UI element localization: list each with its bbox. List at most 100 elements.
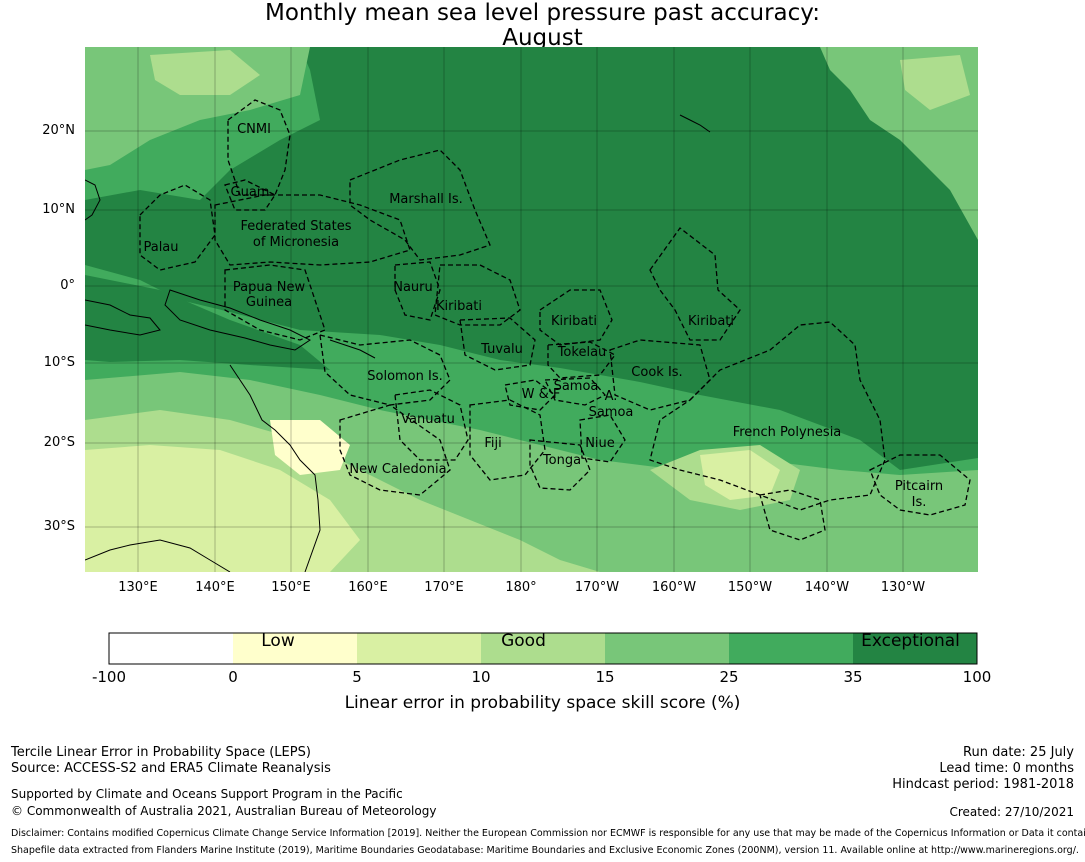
eez-boundaries	[139, 99, 971, 541]
label-palau: Palau	[143, 240, 178, 255]
eez-wallis-futuna	[504, 379, 556, 411]
label-tuvalu: Tuvalu	[480, 342, 523, 357]
eez-solomon	[319, 334, 451, 406]
eez-niue	[579, 414, 626, 463]
footer-hindcast: Hindcast period: 1981-2018	[892, 777, 1074, 792]
label-png-2: Guinea	[246, 295, 292, 310]
colorbar-tick-0: 0	[228, 668, 238, 686]
eez-tokelau	[547, 341, 616, 379]
label-vanuatu: Vanuatu	[401, 412, 455, 427]
lon-label-130w: 130°W	[880, 580, 926, 595]
colorbar-axis-label: Linear error in probability space skill …	[344, 693, 741, 713]
colorbar-tick-35: 35	[843, 668, 863, 686]
eez-kiribati-east	[649, 227, 741, 341]
label-niue: Niue	[585, 436, 615, 451]
zone-0-5-australia	[270, 420, 350, 475]
lat-label-0: 0°	[60, 278, 75, 293]
lon-label-150e: 150°E	[271, 580, 311, 595]
label-cook: Cook Is.	[631, 365, 682, 380]
label-cnmi: CNMI	[237, 122, 271, 137]
region-labels: CNMI Guam Palau Federated States of Micr…	[143, 122, 943, 510]
eez-fiji	[469, 399, 546, 481]
eez-pitcairn	[869, 454, 971, 516]
label-french-polynesia: French Polynesia	[733, 425, 842, 440]
skill-field: CNMI Guam Palau Federated States of Micr…	[85, 47, 978, 572]
zone-5-10-sw	[85, 445, 360, 572]
lon-label-150w: 150°W	[727, 580, 773, 595]
colorbar-segment-25-35	[729, 633, 853, 664]
lon-label-180: 180°	[505, 580, 537, 595]
label-nauru: Nauru	[393, 280, 433, 295]
colorbar-outline	[108, 632, 978, 665]
eez-french-polynesia	[649, 321, 886, 511]
chart-title-line1: Monthly mean sea level pressure past acc…	[265, 0, 820, 26]
label-kiribati-west: Kiribati	[436, 299, 482, 314]
new-guinea-coast	[164, 289, 311, 351]
philippines-coast	[85, 179, 101, 221]
colorbar-tick-10: 10	[471, 668, 491, 686]
label-kiribati-east: Kiribati	[688, 314, 734, 329]
label-solomon: Solomon Is.	[367, 369, 443, 384]
zone-5-10-sc	[700, 450, 780, 500]
eez-tonga	[529, 439, 591, 491]
label-american-samoa-1: A.	[605, 389, 618, 404]
lat-label-10s: 10°S	[43, 355, 75, 370]
footer-copyright: © Commonwealth of Australia 2021, Austra…	[11, 804, 437, 818]
label-samoa: Samoa	[554, 379, 599, 394]
eez-new-caledonia	[339, 404, 451, 496]
zone-10-15-nw	[150, 50, 260, 95]
coastlines	[85, 114, 711, 572]
eez-marshall	[349, 149, 491, 261]
label-marshall: Marshall Is.	[389, 192, 463, 207]
label-tonga: Tonga	[542, 453, 581, 468]
eez-tuvalu	[459, 317, 536, 371]
label-wallis-futuna: W & F	[522, 387, 561, 402]
colorbar-category-good: Good	[501, 631, 546, 651]
label-pitcairn-2: Is.	[912, 495, 927, 510]
footer-lead-time: Lead time: 0 months	[939, 761, 1074, 776]
eez-kiribati-central	[539, 289, 613, 346]
australia-south-coast	[85, 539, 231, 572]
colorbar-tick-5: 5	[352, 668, 362, 686]
label-new-caledonia: New Caledonia	[349, 462, 446, 477]
colorbar-segment-35-100	[853, 633, 977, 664]
eez-nauru	[394, 261, 441, 321]
footer-method: Tercile Linear Error in Probability Spac…	[11, 745, 311, 760]
colorbar-segment-lt0	[109, 633, 233, 664]
footer-source: Source: ACCESS-S2 and ERA5 Climate Reana…	[11, 761, 331, 776]
lon-label-130e: 130°E	[118, 580, 158, 595]
colorbar-segment-15-25	[605, 633, 729, 664]
colorbar-tick-neg100: -100	[91, 668, 127, 686]
eez-samoa	[543, 377, 607, 406]
chart-title-line2: August	[502, 25, 583, 51]
zone-exceptional-central	[85, 47, 978, 470]
label-fiji: Fiji	[484, 436, 501, 451]
lon-label-160w: 160°W	[651, 580, 697, 595]
eez-guam	[224, 179, 276, 211]
label-fsm-1: Federated States	[241, 219, 352, 234]
colorbar-category-low: Low	[261, 631, 295, 651]
colorbar-tick-25: 25	[719, 668, 739, 686]
lat-label-30s: 30°S	[43, 519, 75, 534]
lon-label-170w: 170°W	[574, 580, 620, 595]
graticule	[85, 47, 978, 572]
label-png-1: Papua New	[233, 280, 306, 295]
eez-fsm	[214, 194, 411, 266]
colorbar	[108, 632, 978, 665]
indonesia-coast	[85, 299, 161, 336]
footer-shapefile: Shapefile data extracted from Flanders M…	[11, 845, 1079, 856]
label-american-samoa-2: Samoa	[589, 405, 634, 420]
zone-10-15-ne	[900, 55, 970, 110]
colorbar-category-exceptional: Exceptional	[861, 631, 960, 651]
label-tokelau: Tokelau	[557, 345, 607, 360]
colorbar-tick-100: 100	[962, 668, 992, 686]
footer-run-date: Run date: 25 July	[963, 745, 1074, 760]
label-fsm-2: of Micronesia	[253, 235, 339, 250]
lat-label-20n: 20°N	[42, 123, 75, 138]
label-kiribati-central: Kiribati	[551, 314, 597, 329]
label-pitcairn-1: Pitcairn	[895, 479, 943, 494]
footer-support: Supported by Climate and Oceans Support …	[11, 787, 403, 801]
colorbar-segment-5-10	[357, 633, 481, 664]
colorbar-segment-0-5	[233, 633, 357, 664]
